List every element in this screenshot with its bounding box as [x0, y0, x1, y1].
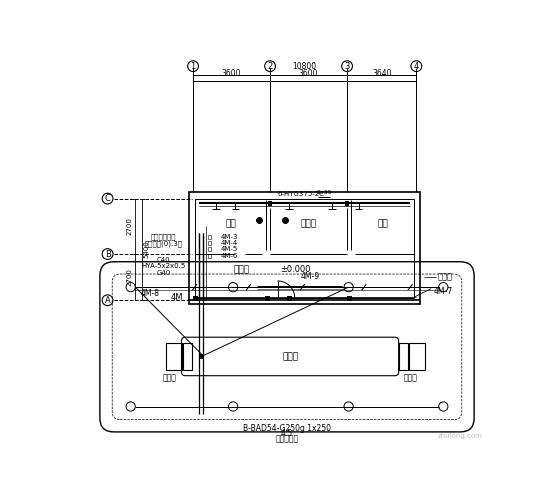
Text: 3: 3 [344, 62, 350, 70]
Bar [287, 296, 292, 301]
Text: 3600: 3600 [299, 68, 318, 78]
Bar [208, 235, 211, 239]
Text: 4M-9: 4M-9 [301, 272, 320, 281]
Text: 4M-6: 4M-6 [221, 252, 238, 258]
Text: 加油机: 加油机 [403, 374, 417, 382]
Text: zhulong.com: zhulong.com [438, 433, 483, 439]
Text: 4M-3: 4M-3 [221, 234, 238, 240]
Bar [345, 201, 349, 205]
Text: 营业室: 营业室 [301, 220, 316, 228]
Text: 3600: 3600 [222, 68, 241, 78]
Bar [409, 342, 425, 370]
Bar [399, 342, 408, 370]
Bar [208, 248, 211, 252]
Text: G40: G40 [157, 270, 171, 276]
Text: 2700: 2700 [127, 268, 133, 286]
Text: 4M-8: 4M-8 [141, 289, 160, 298]
Text: 10800: 10800 [293, 62, 317, 71]
Text: 2700: 2700 [127, 218, 133, 236]
Text: 4.5: 4.5 [281, 429, 293, 438]
Text: 消防: 消防 [226, 220, 236, 228]
Bar [208, 242, 211, 245]
Bar [208, 254, 211, 258]
Text: （防爆灯）: （防爆灯） [276, 434, 298, 444]
Bar [199, 354, 204, 359]
Text: 营业厅: 营业厅 [234, 266, 250, 274]
Text: C40: C40 [157, 257, 171, 263]
Bar [195, 198, 414, 298]
Text: HYA-5x2x0.5: HYA-5x2x0.5 [142, 264, 186, 270]
Text: 4: 4 [414, 62, 419, 70]
Text: 上述高度(0).3米: 上述高度(0).3米 [145, 240, 183, 247]
Text: 卫属所: 卫属所 [437, 272, 452, 281]
Text: 无图用户设备: 无图用户设备 [151, 234, 176, 240]
Bar [268, 201, 272, 205]
Text: ±0.000: ±0.000 [280, 266, 311, 274]
Bar [183, 342, 192, 370]
Text: 值部: 值部 [377, 220, 388, 228]
Text: B: B [105, 250, 110, 258]
Bar [189, 192, 420, 304]
Text: A: A [105, 296, 110, 304]
Text: 4M: 4M [171, 294, 183, 302]
Text: 3640: 3640 [372, 68, 391, 78]
Bar [166, 342, 181, 370]
Text: 6-HYG375-2C: 6-HYG375-2C [277, 191, 324, 197]
Text: 4M-4: 4M-4 [221, 240, 238, 246]
Text: 加油岛: 加油岛 [282, 352, 298, 361]
Text: C: C [105, 194, 110, 203]
Bar [193, 296, 198, 301]
Text: 4M-5: 4M-5 [221, 246, 238, 252]
Text: 4M-7: 4M-7 [434, 286, 453, 296]
Text: 2x35: 2x35 [316, 190, 332, 194]
Bar [265, 296, 270, 301]
Text: 2: 2 [268, 62, 273, 70]
Bar [347, 296, 352, 301]
Text: B-BAD54-G250g 1x250: B-BAD54-G250g 1x250 [243, 424, 331, 432]
Text: 5400: 5400 [144, 240, 150, 258]
Text: 1: 1 [190, 62, 195, 70]
Text: 加油机: 加油机 [163, 374, 177, 382]
